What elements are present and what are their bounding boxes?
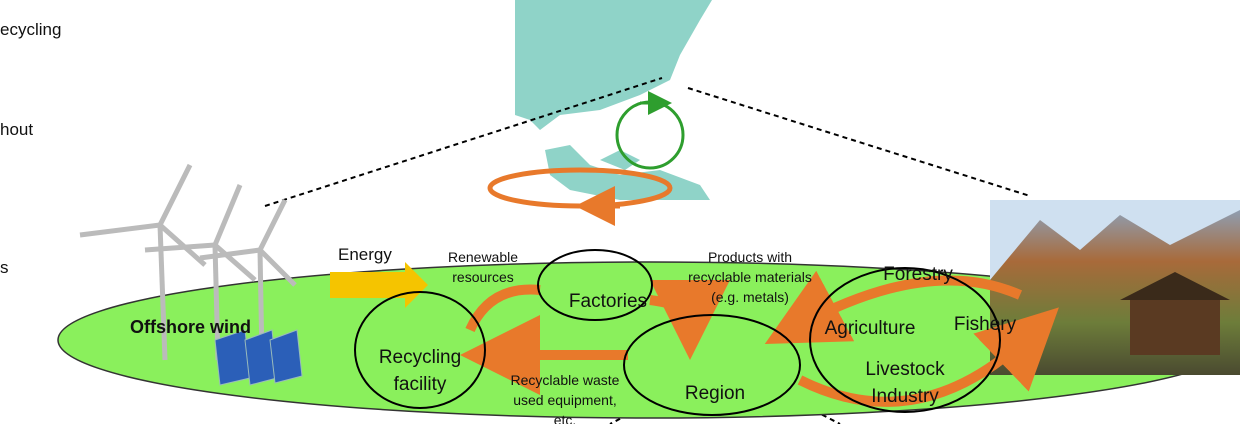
text-line: recyclable materials	[688, 269, 812, 285]
diagram: ecycling hout s Offshore wind Energy	[0, 0, 1240, 424]
text-line: facility	[394, 374, 447, 395]
mountain-photo	[990, 200, 1240, 375]
text-line: Recycling	[379, 347, 461, 368]
agriculture-label: Agriculture	[825, 318, 916, 339]
offshore-wind-label: Offshore wind	[130, 317, 251, 337]
text-line: resources	[452, 269, 513, 285]
forestry-label: Forestry	[883, 264, 953, 285]
green-cycle	[617, 102, 683, 168]
left-fragment: s	[0, 258, 9, 277]
region-label: Region	[685, 383, 745, 404]
text-line: Recyclable waste	[511, 372, 620, 388]
fishery-label: Fishery	[954, 314, 1017, 335]
text-line: (e.g. metals)	[711, 289, 789, 305]
text-line: etc.	[554, 412, 577, 424]
text-line: Renewable	[448, 249, 518, 265]
text-line: Industry	[871, 386, 939, 407]
left-fragment: hout	[0, 120, 33, 139]
text-line: Livestock	[865, 359, 945, 380]
text-line: Products with	[708, 249, 792, 265]
energy-label: Energy	[338, 245, 392, 264]
text-line: used equipment,	[513, 392, 617, 408]
solar-panels	[215, 330, 302, 385]
factories-label: Factories	[569, 291, 647, 312]
left-fragment: ecycling	[0, 20, 61, 39]
